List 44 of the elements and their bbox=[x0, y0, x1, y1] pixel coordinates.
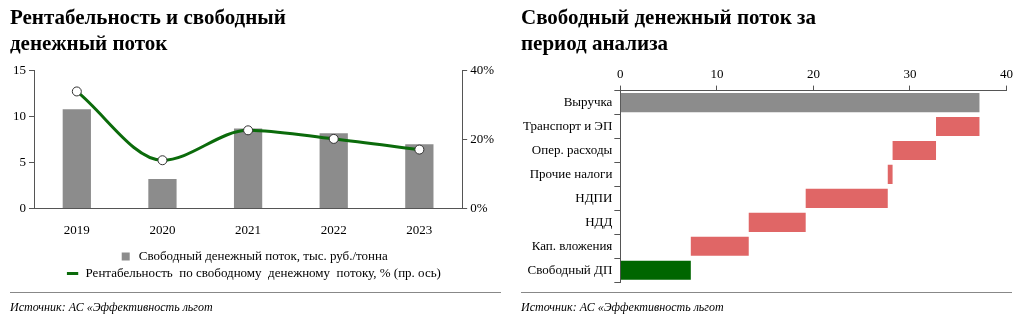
bar bbox=[148, 179, 177, 208]
y-tick-label: НДПИ bbox=[575, 189, 613, 205]
y-tick-label: 10 bbox=[13, 108, 26, 124]
y-tick-label: 5 bbox=[19, 153, 26, 169]
y-tick-label: 15 bbox=[13, 62, 26, 78]
x-tick-label: 20 bbox=[806, 66, 820, 82]
bar bbox=[690, 236, 749, 256]
x-tick-label: 2022 bbox=[320, 221, 347, 237]
x-tick-label: 40 bbox=[1000, 66, 1013, 82]
x-tick-label: 2019 bbox=[63, 221, 90, 237]
bar bbox=[936, 116, 980, 137]
y-tick-label: Свободный ДП bbox=[527, 261, 613, 277]
y-tick-label: Прочие налоги bbox=[529, 165, 613, 181]
bar bbox=[405, 144, 434, 208]
bar bbox=[805, 188, 888, 208]
x-tick-label: 2021 bbox=[235, 221, 262, 237]
bar bbox=[892, 140, 937, 161]
text: Источник: АС «Эффективность льгот bbox=[521, 292, 1012, 315]
y-tick-label: Транспорт и ЭП bbox=[522, 117, 613, 133]
y-tick-label: НДД bbox=[585, 213, 613, 229]
bar bbox=[748, 212, 806, 232]
chart-title: Рентабельность и свободный денежный поток bbox=[10, 4, 287, 57]
legend-label: Рентабельность по свободному денежному потоку, % (пр. ось) bbox=[85, 264, 441, 280]
y-tick-label: Кап. вложения bbox=[531, 237, 613, 253]
bar bbox=[620, 260, 691, 280]
legend-label: Свободный денежный поток, тыс. руб./тонна bbox=[138, 247, 389, 263]
y2-tick-label: 0% bbox=[470, 199, 488, 215]
x-tick-label: 2020 bbox=[149, 221, 176, 237]
x-tick-label: 0 bbox=[617, 66, 624, 82]
y2-tick-label: 40% bbox=[470, 62, 495, 78]
bar bbox=[620, 93, 980, 113]
text: Источник: АС «Эффективность льгот bbox=[10, 292, 501, 315]
chart-title: Свободный денежный поток за период анализа bbox=[521, 4, 818, 57]
x-tick-label: 2023 bbox=[406, 221, 433, 237]
x-tick-label: 10 bbox=[710, 66, 724, 82]
y-tick-label: Выручка bbox=[563, 94, 613, 109]
y-tick-label: 0 bbox=[19, 199, 26, 215]
y2-tick-label: 20% bbox=[470, 131, 495, 147]
bar bbox=[319, 133, 348, 208]
bar bbox=[887, 164, 893, 185]
bar bbox=[62, 109, 91, 208]
bar bbox=[233, 128, 263, 208]
y-tick-label: Опер. расходы bbox=[531, 141, 613, 157]
x-tick-label: 30 bbox=[903, 66, 917, 82]
